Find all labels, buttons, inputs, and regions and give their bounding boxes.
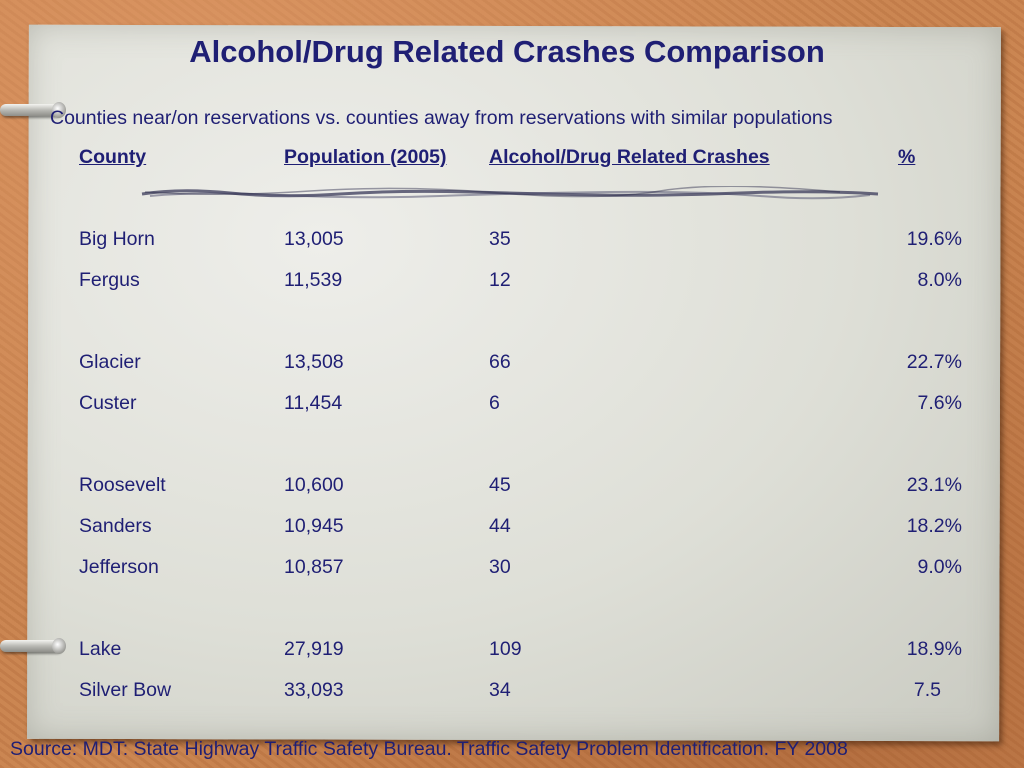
column-header-population: Population (2005) (284, 146, 447, 168)
cell-percent: 23.1% (906, 474, 962, 496)
cell-county: Silver Bow (79, 679, 172, 701)
cell-population: 13,005 (284, 228, 344, 250)
binder-ring (0, 102, 66, 118)
table-row: Sanders 10,945 44 18.2% (0, 515, 1024, 541)
page-subtitle: Counties near/on reservations vs. counti… (50, 107, 833, 129)
cell-county: Lake (79, 638, 122, 660)
cell-population: 33,093 (284, 679, 344, 701)
page-title: Alcohol/Drug Related Crashes Comparison (189, 34, 825, 69)
table-row: Custer 11,454 6 7.6% (0, 392, 1024, 418)
cell-percent: 7.5 (913, 679, 941, 701)
cell-county: Big Horn (79, 228, 155, 250)
header-underline-extension (489, 146, 919, 169)
cell-percent: 19.6% (906, 228, 962, 250)
cell-crashes: 66 (489, 351, 511, 373)
cell-county: Fergus (79, 269, 140, 291)
cell-population: 27,919 (284, 638, 344, 660)
cell-population: 10,857 (284, 556, 344, 578)
paper-sheet (27, 24, 1001, 742)
cell-crashes: 34 (489, 679, 511, 701)
table-row: Jefferson 10,857 30 9.0% (0, 556, 1024, 582)
cell-population: 10,945 (284, 515, 344, 537)
cell-population: 11,539 (284, 269, 343, 291)
cell-population: 11,454 (284, 392, 343, 414)
cell-county: Custer (79, 392, 137, 414)
column-header-county: County (79, 146, 147, 168)
cell-percent: 9.0% (917, 556, 962, 578)
source-citation: Source: MDT: State Highway Traffic Safet… (10, 738, 848, 760)
cell-percent: 18.2% (906, 515, 962, 537)
cell-crashes: 44 (489, 515, 511, 537)
cell-percent: 22.7% (906, 351, 962, 373)
cell-population: 10,600 (284, 474, 344, 496)
column-header-percent: % (898, 146, 916, 168)
cell-county: Sanders (79, 515, 152, 537)
table-row: Glacier 13,508 66 22.7% (0, 351, 1024, 377)
cell-population: 13,508 (284, 351, 344, 373)
scribble-divider (141, 186, 879, 200)
cell-crashes: 30 (489, 556, 511, 578)
cell-crashes: 45 (489, 474, 511, 496)
binder-ring (0, 638, 66, 654)
cell-crashes: 6 (489, 392, 500, 414)
table-row: Big Horn 13,005 35 19.6% (0, 228, 1024, 254)
cell-county: Roosevelt (79, 474, 166, 496)
cell-crashes: 35 (489, 228, 511, 250)
table-row: Lake 27,919 109 18.9% (0, 638, 1024, 664)
cell-percent: 8.0% (917, 269, 962, 291)
cell-county: Jefferson (79, 556, 159, 578)
cell-county: Glacier (79, 351, 141, 373)
table-row: Silver Bow 33,093 34 7.5 (0, 679, 1024, 705)
cell-crashes: 12 (489, 269, 511, 291)
cell-percent: 18.9% (906, 638, 962, 660)
cell-crashes: 109 (489, 638, 522, 660)
cell-percent: 7.6% (917, 392, 962, 414)
table-row: Fergus 11,539 12 8.0% (0, 269, 1024, 295)
column-header-crashes: Alcohol/Drug Related Crashes (489, 146, 770, 168)
table-row: Roosevelt 10,600 45 23.1% (0, 474, 1024, 500)
